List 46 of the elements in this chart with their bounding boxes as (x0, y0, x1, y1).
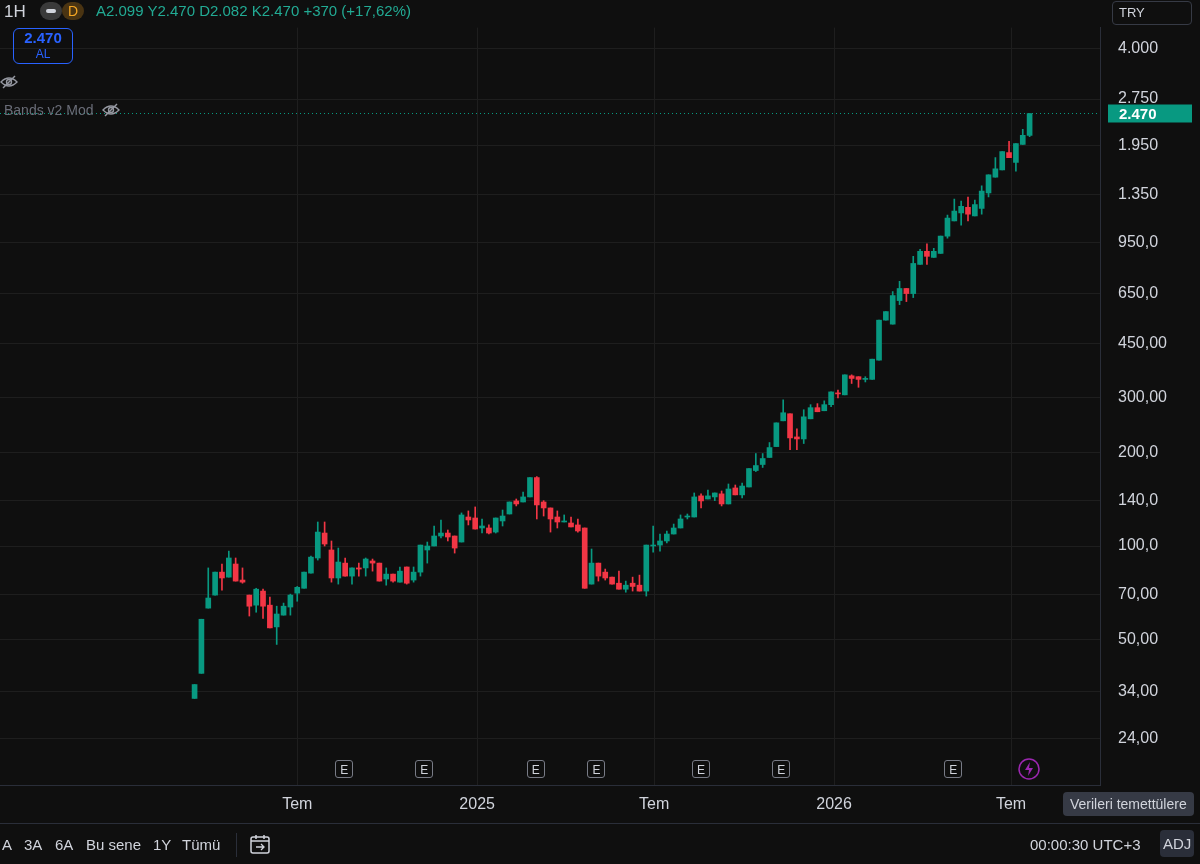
annotation: E (526, 760, 545, 778)
y-tick-label: 1.350 (1118, 185, 1159, 203)
y-tick-label: 950,0 (1118, 232, 1159, 250)
text: A (2, 836, 13, 853)
y-tick-label: 2.750 (1118, 89, 1159, 107)
annotation: E (587, 760, 606, 778)
x-tick-label: 2025 (459, 795, 496, 813)
text: A2.099 Y2.470 D2.082 K2.470 +370 (+17,62%) (96, 2, 411, 19)
x-tick-label: 2026 (816, 795, 852, 813)
text: 3A (24, 836, 43, 853)
y-tick-label: 34,00 (1118, 681, 1159, 699)
text: ADJ (1160, 830, 1195, 857)
y-tick-label: 200,0 (1118, 442, 1159, 460)
y-tick-label: 24,00 (1118, 728, 1159, 746)
text: Tümü (182, 836, 221, 853)
text: 1Y (153, 836, 172, 853)
annotation: 2.470 (23, 29, 63, 47)
text: Verileri temettülere (1063, 792, 1194, 816)
text: Bu sene (86, 836, 142, 853)
candlestick (219, 563, 225, 591)
annotation: E (772, 760, 791, 778)
annotation: Bands v2 Mod (4, 102, 94, 118)
y-tick-label: 140,0 (1118, 491, 1159, 509)
annotation: AL (34, 47, 52, 61)
text: D (62, 2, 84, 20)
annotation: E (944, 760, 963, 778)
y-tick-label: 50,00 (1118, 629, 1159, 647)
y-tick-label: 300,00 (1118, 388, 1168, 406)
y-tick-label: 4.000 (1118, 38, 1159, 56)
chart-title: 1H (4, 2, 26, 22)
annotation: E (692, 760, 711, 778)
x-tick-label: Tem (639, 795, 670, 813)
text: TRY (1119, 5, 1145, 20)
x-tick-label: Tem (995, 795, 1027, 813)
y-tick-label: 70,00 (1118, 584, 1159, 602)
ref-line-label: 2.470 (1119, 104, 1157, 122)
annotation: E (335, 760, 354, 778)
annotation: E (415, 760, 434, 778)
x-tick-label: Tem (282, 795, 313, 813)
candlestick (924, 243, 930, 265)
text: 6A (55, 836, 74, 853)
y-tick-label: 650,0 (1118, 283, 1159, 301)
y-tick-label: 1.950 (1118, 135, 1159, 153)
y-tick-label: 450,00 (1118, 333, 1168, 351)
y-tick-label: 100,0 (1118, 536, 1159, 554)
text: 00:00:30 UTC+3 (1030, 836, 1141, 853)
